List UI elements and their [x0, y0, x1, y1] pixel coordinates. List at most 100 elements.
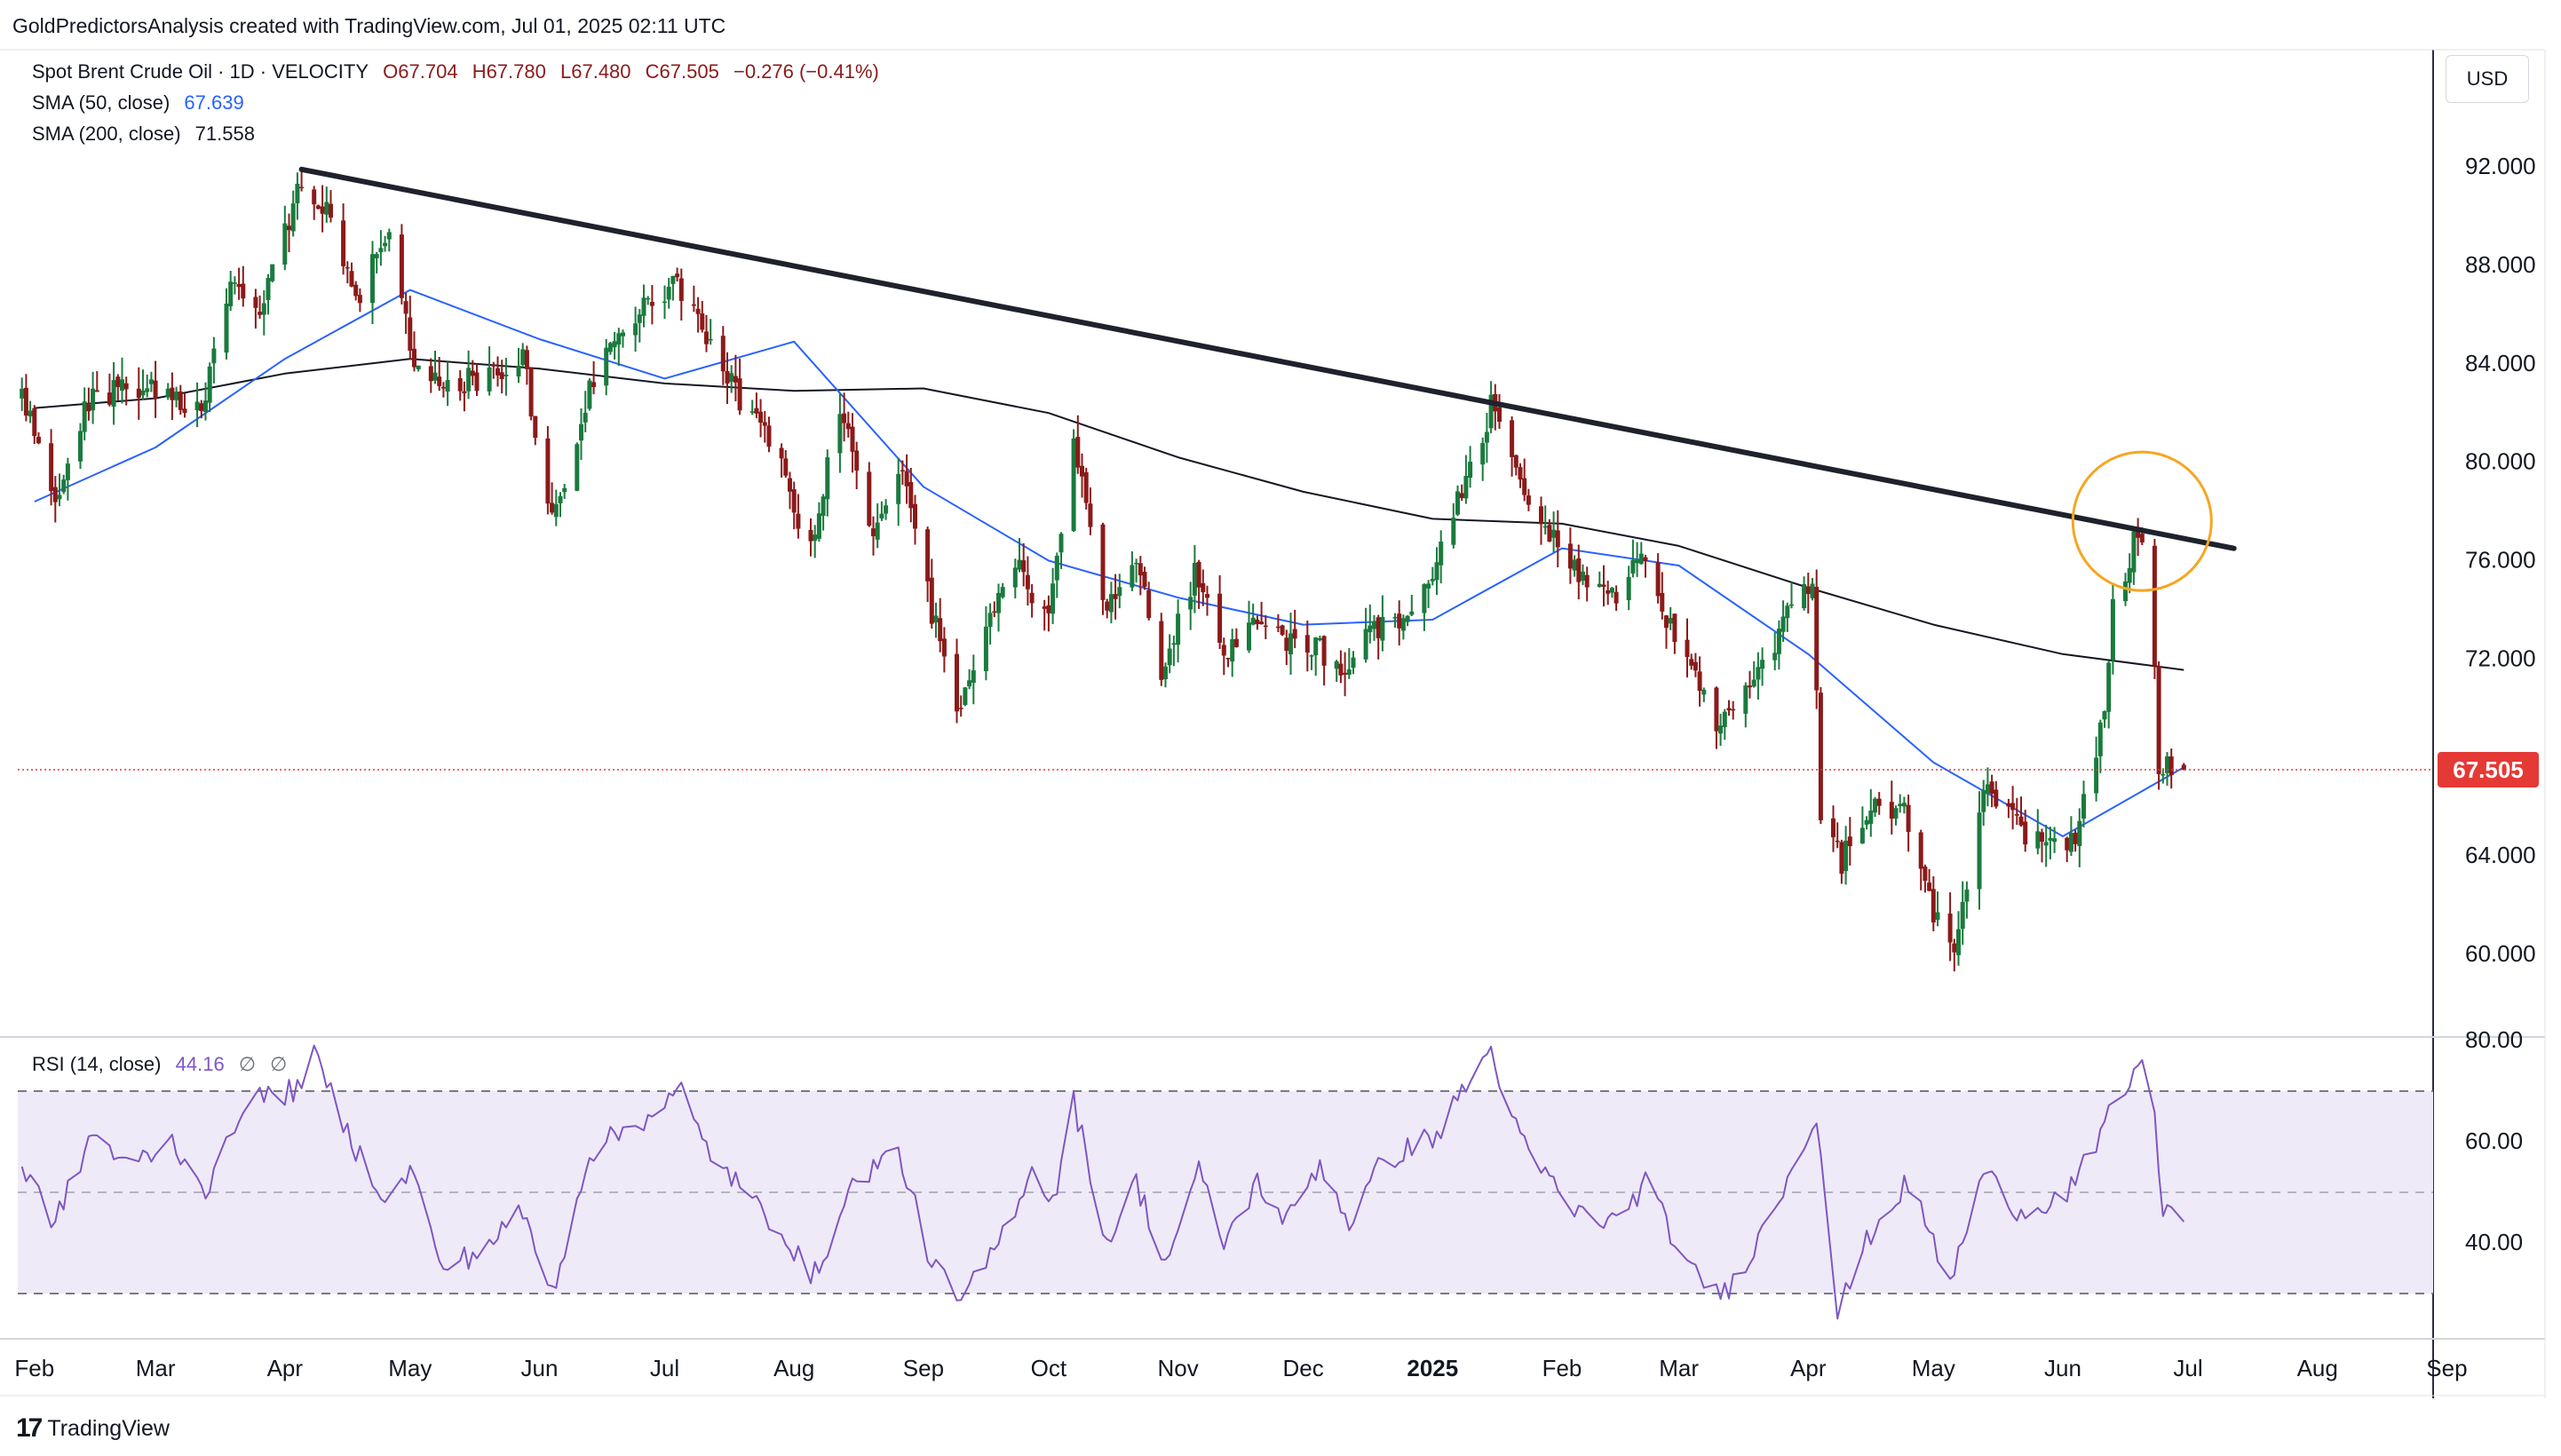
- candle-up: [2106, 660, 2112, 729]
- rsi-na-1: ∅: [238, 1053, 256, 1075]
- time-axis[interactable]: Feb Mar Apr May Jun Jul Aug Sep Oct Nov Dec 2025 Feb…: [14, 1355, 2467, 1381]
- time-tick-label: Jul: [2173, 1355, 2202, 1381]
- candle-down: [1567, 527, 1573, 584]
- candle-down: [1931, 876, 1936, 931]
- candle-down: [241, 265, 246, 307]
- candle-up: [1859, 806, 1865, 844]
- symbol-name[interactable]: Spot Brent Crude Oil · 1D · VELOCITY: [32, 60, 369, 83]
- candle-down: [1923, 864, 1928, 893]
- currency-button[interactable]: USD: [2446, 55, 2529, 103]
- candle-up: [1071, 429, 1076, 533]
- candle-up: [816, 502, 821, 542]
- candle-up: [520, 343, 526, 368]
- candle-down: [1029, 583, 1035, 618]
- candle-up: [1422, 583, 1427, 631]
- candle-down: [1689, 653, 1694, 670]
- candles[interactable]: [20, 170, 2186, 972]
- candle-up: [1134, 558, 1139, 583]
- rsi-na-2: ∅: [270, 1053, 288, 1075]
- rsi-y-axis[interactable]: 80.00 60.00 40.00: [2465, 1026, 2523, 1255]
- candle-down: [808, 518, 813, 557]
- candle-up: [1468, 446, 1473, 488]
- candle-down: [94, 371, 99, 392]
- candle-down: [1100, 522, 1106, 615]
- sma200-legend[interactable]: SMA (200, close) 71.558: [32, 123, 264, 146]
- candle-up: [145, 374, 150, 398]
- candle-up: [111, 361, 116, 425]
- candle-down: [1814, 569, 1820, 709]
- candle-down: [1643, 554, 1648, 578]
- highlight-circle[interactable]: [2071, 450, 2213, 592]
- tradingview-logo[interactable]: 17 TradingView: [16, 1413, 170, 1444]
- last-price-badge: 67.505: [2438, 751, 2539, 787]
- candle-down: [2014, 797, 2019, 826]
- candle-up: [324, 186, 329, 223]
- candle-down: [788, 471, 792, 510]
- candle-down: [2156, 661, 2161, 790]
- candle-up: [1171, 635, 1177, 667]
- candle-down: [733, 354, 738, 402]
- candle-up: [2077, 808, 2082, 867]
- candle-down: [1672, 613, 1677, 654]
- candle-up: [174, 386, 179, 408]
- candle-up: [1488, 381, 1494, 433]
- candle-down: [1693, 653, 1698, 677]
- candle-up: [1163, 662, 1168, 688]
- rsi-line[interactable]: [20, 1044, 2185, 1320]
- candle-up: [282, 205, 288, 271]
- candle-down: [1159, 613, 1164, 686]
- candle-up: [729, 365, 734, 393]
- candle-down: [1539, 496, 1543, 545]
- sma50-line[interactable]: [34, 289, 2184, 837]
- candle-down: [2136, 518, 2141, 557]
- candle-up: [2068, 816, 2073, 856]
- candle-down: [153, 360, 158, 418]
- candle-up: [1117, 574, 1122, 609]
- candle-down: [1304, 621, 1310, 672]
- candle-down: [779, 443, 784, 478]
- candle-down: [1601, 565, 1606, 607]
- candle-down: [2073, 829, 2078, 852]
- sma200-line[interactable]: [34, 358, 2184, 671]
- candle-down: [762, 410, 767, 443]
- candle-down: [299, 170, 305, 192]
- candle-down: [1664, 614, 1669, 649]
- ohlc-change: −0.276 (−0.41%): [733, 60, 879, 83]
- candle-down: [1075, 415, 1081, 474]
- candle-down: [1221, 637, 1226, 676]
- candle-up: [1463, 455, 1469, 504]
- candle-up: [646, 296, 651, 305]
- price-y-axis[interactable]: 92.000 88.000 84.000 80.000 76.000 72.000 64.0…: [2465, 153, 2536, 967]
- ohlc-low: L67.480: [560, 60, 631, 83]
- candle-down: [1083, 467, 1089, 510]
- candle-down: [675, 267, 680, 282]
- candle-down: [1113, 574, 1118, 620]
- candle-down: [737, 358, 742, 415]
- candle-down: [403, 292, 408, 335]
- candle-up: [445, 361, 450, 407]
- candle-up: [587, 378, 592, 411]
- candle-down: [1275, 613, 1280, 633]
- candle-up: [28, 400, 33, 423]
- candle-down: [1835, 822, 1840, 849]
- candle-up: [933, 602, 939, 638]
- candle-down: [2010, 786, 2016, 830]
- candle-down: [287, 213, 291, 253]
- candle-down: [1989, 774, 1994, 808]
- trendline[interactable]: [298, 166, 2237, 551]
- candle-up: [2127, 553, 2132, 594]
- candle-up: [1898, 794, 1903, 813]
- candle-up: [558, 492, 563, 518]
- candle-down: [1927, 869, 1932, 891]
- candle-down: [315, 204, 321, 210]
- candle-up: [1635, 542, 1640, 577]
- rsi-legend[interactable]: RSI (14, close) 44.16 ∅ ∅: [32, 1053, 296, 1076]
- candle-down: [1805, 572, 1811, 613]
- candle-down: [1876, 792, 1882, 815]
- candle-down: [178, 384, 183, 415]
- candle-down: [1918, 829, 1923, 890]
- sma50-legend[interactable]: SMA (50, close) 67.639: [32, 91, 253, 115]
- candle-down: [499, 360, 504, 394]
- candle-up: [270, 264, 275, 283]
